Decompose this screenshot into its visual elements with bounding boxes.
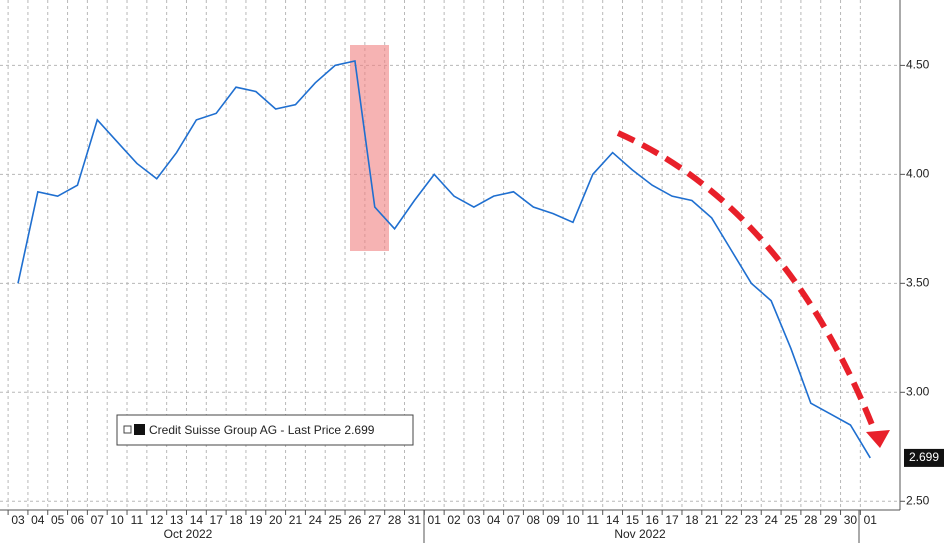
y-tick-label: 3.50 bbox=[906, 276, 930, 290]
x-tick-label: 01 bbox=[864, 513, 878, 527]
x-tick-label: 07 bbox=[91, 513, 105, 527]
y-tick-label: 4.50 bbox=[906, 58, 930, 72]
grid bbox=[0, 0, 900, 510]
x-tick-label: 04 bbox=[487, 513, 501, 527]
x-tick-label: 19 bbox=[249, 513, 263, 527]
x-tick-label: 11 bbox=[587, 513, 600, 527]
x-tick-label: 10 bbox=[110, 513, 124, 527]
x-tick-label: 17 bbox=[665, 513, 679, 527]
x-tick-label: 17 bbox=[210, 513, 224, 527]
legend: Credit Suisse Group AG - Last Price 2.69… bbox=[116, 414, 414, 446]
x-tick-label: 18 bbox=[229, 513, 243, 527]
x-tick-label: 30 bbox=[844, 513, 858, 527]
x-tick-label: 23 bbox=[745, 513, 759, 527]
x-tick-label: 28 bbox=[388, 513, 402, 527]
x-tick-label: 31 bbox=[408, 513, 422, 527]
x-tick-label: 25 bbox=[328, 513, 342, 527]
x-tick-label: 08 bbox=[527, 513, 541, 527]
x-tick-label: 22 bbox=[725, 513, 739, 527]
x-tick-label: 25 bbox=[784, 513, 798, 527]
x-tick-label: 29 bbox=[824, 513, 838, 527]
x-tick-label: 10 bbox=[566, 513, 580, 527]
x-tick-label: 24 bbox=[764, 513, 778, 527]
y-tick-label: 3.00 bbox=[906, 384, 930, 398]
x-tick-label: 12 bbox=[150, 513, 164, 527]
legend-swatch bbox=[134, 424, 145, 435]
x-tick-label: 11 bbox=[131, 513, 144, 527]
highlight-box bbox=[350, 45, 389, 251]
x-tick-label: 16 bbox=[646, 513, 660, 527]
x-tick-label: 05 bbox=[51, 513, 65, 527]
trend-arrow bbox=[616, 130, 881, 442]
x-tick-label: 20 bbox=[269, 513, 283, 527]
x-tick-label: 14 bbox=[190, 513, 204, 527]
last-price-tag bbox=[904, 448, 944, 467]
price-line bbox=[17, 60, 871, 459]
y-tick-label: 2.50 bbox=[906, 493, 930, 507]
x-tick-label: 24 bbox=[309, 513, 323, 527]
y-tick-label: 4.00 bbox=[906, 167, 930, 181]
x-tick-label: 02 bbox=[447, 513, 461, 527]
x-tick-label: 27 bbox=[368, 513, 382, 527]
month-label: Nov 2022 bbox=[614, 527, 666, 541]
x-tick-label: 04 bbox=[31, 513, 45, 527]
x-tick-label: 18 bbox=[685, 513, 699, 527]
x-tick-label: 21 bbox=[705, 513, 719, 527]
legend-icon bbox=[123, 425, 132, 434]
x-tick-label: 26 bbox=[348, 513, 362, 527]
plot bbox=[17, 60, 871, 459]
x-tick-label: 03 bbox=[467, 513, 481, 527]
month-label: Oct 2022 bbox=[164, 527, 213, 541]
x-tick-label: 09 bbox=[546, 513, 560, 527]
x-tick-label: 03 bbox=[11, 513, 25, 527]
arrow-head bbox=[866, 430, 890, 448]
last-price-label: 2.699 bbox=[909, 450, 939, 464]
x-tick-label: 15 bbox=[626, 513, 640, 527]
legend-entry: Credit Suisse Group AG - Last Price 2.69… bbox=[149, 423, 375, 437]
x-tick-label: 14 bbox=[606, 513, 620, 527]
x-tick-label: 13 bbox=[170, 513, 184, 527]
x-tick-label: 06 bbox=[71, 513, 85, 527]
legend-box bbox=[116, 414, 414, 446]
x-tick-label: 28 bbox=[804, 513, 818, 527]
legend-name: Credit Suisse Group AG - Last Price bbox=[149, 423, 341, 437]
x-tick-label: 07 bbox=[507, 513, 521, 527]
x-tick-label: 21 bbox=[289, 513, 303, 527]
legend-value: 2.699 bbox=[344, 423, 374, 437]
x-tick-label: 01 bbox=[428, 513, 442, 527]
